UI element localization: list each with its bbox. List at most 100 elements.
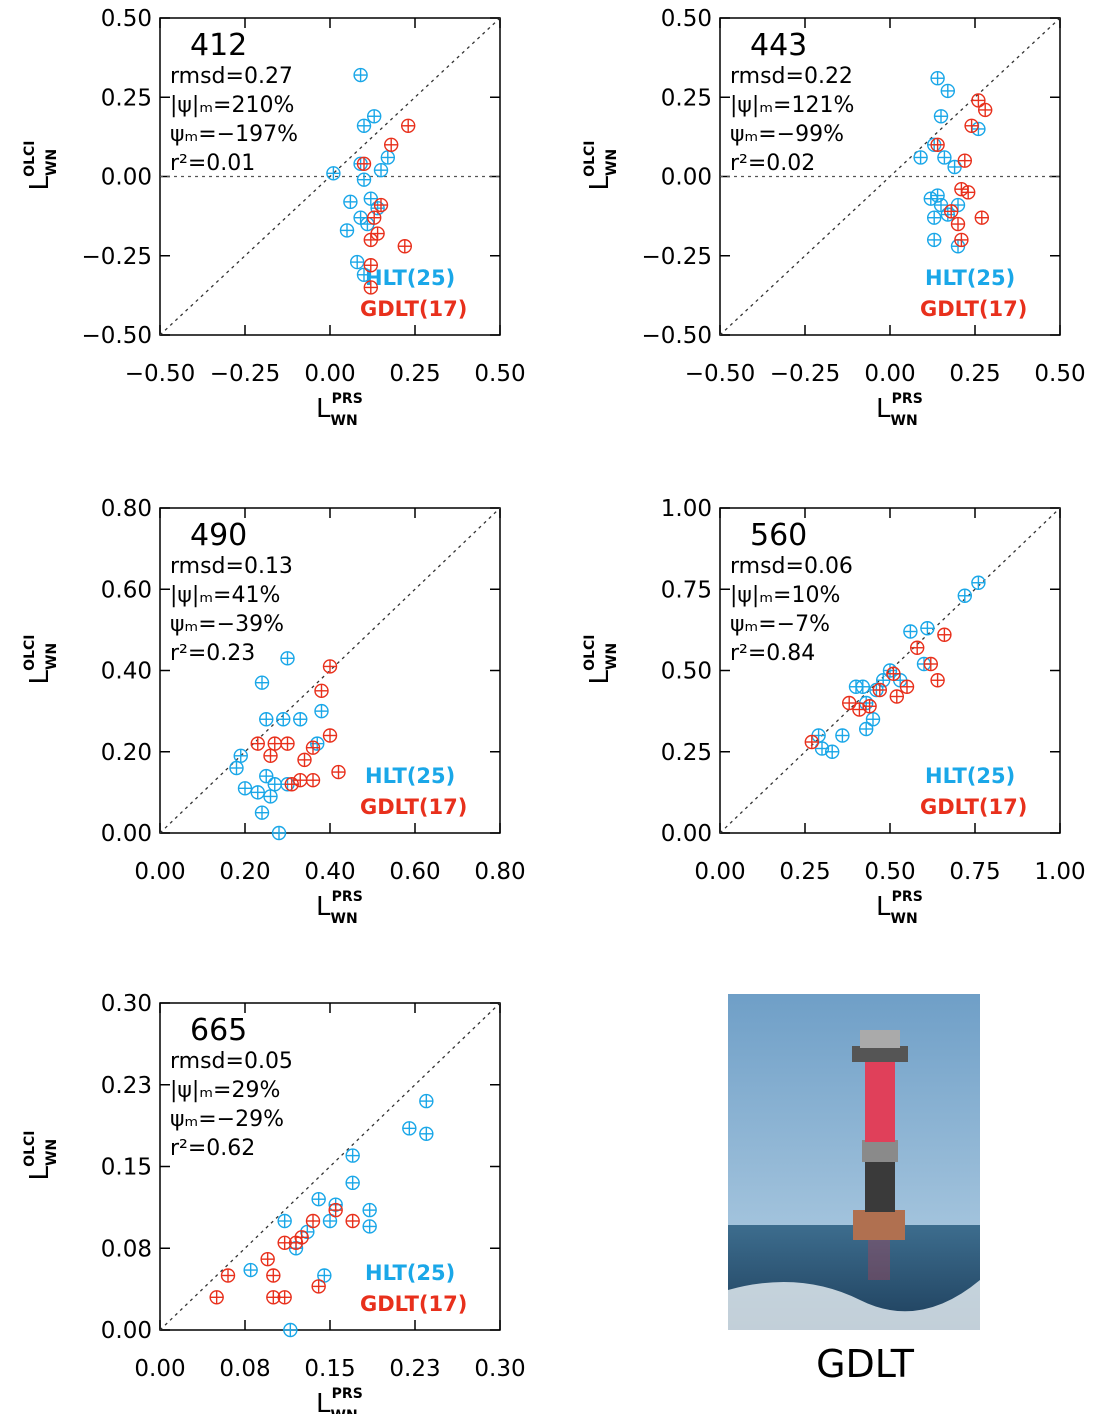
legend-label: HLT(25) — [365, 1261, 455, 1285]
x-axis-label-sup: PRS — [892, 889, 923, 905]
legend-label: GDLT(17) — [360, 1292, 467, 1316]
data-point — [305, 740, 321, 755]
stat-label: rmsd=0.13 — [170, 554, 293, 579]
y-tick-label: 0.50 — [101, 6, 152, 32]
data-point — [402, 1121, 417, 1136]
data-point — [842, 695, 857, 711]
data-point — [937, 150, 952, 165]
y-tick-label: 0.25 — [661, 85, 712, 111]
data-point — [259, 768, 274, 784]
data-point — [401, 118, 416, 133]
data-point — [326, 166, 341, 181]
y-tick-label: 0.00 — [101, 165, 152, 191]
y-tick-label: 0.00 — [661, 821, 712, 847]
stat-label: |ψ|ₘ=41% — [170, 583, 280, 608]
x-tick-label: −0.50 — [125, 361, 195, 387]
data-point — [271, 825, 287, 841]
data-point — [889, 689, 904, 704]
data-point — [345, 1213, 360, 1229]
data-point — [280, 651, 295, 666]
x-tick-label: 0.00 — [134, 1356, 185, 1382]
x-tick-label: −0.25 — [770, 361, 840, 387]
data-point — [933, 109, 949, 124]
y-axis-label-sub: WN — [44, 149, 60, 176]
x-axis-label-sup: PRS — [892, 391, 923, 407]
x-tick-label: 0.60 — [389, 859, 440, 885]
stat-label: r²=0.02 — [730, 151, 815, 176]
x-tick-label: 0.80 — [474, 859, 525, 885]
x-axis-label: LWN PRS — [316, 391, 363, 429]
data-point — [835, 728, 850, 743]
data-point — [964, 118, 979, 133]
identity-line — [159, 507, 501, 834]
data-point — [243, 1262, 258, 1278]
y-tick-label: 0.25 — [101, 85, 152, 111]
panel: 0.00 0.20 0.40 0.60 0.80 0.00 0.20 0.40 0.60 0.80… — [22, 496, 526, 927]
y-tick-label: 0.00 — [101, 1318, 152, 1344]
data-point — [971, 575, 986, 590]
data-point — [930, 137, 945, 153]
x-tick-label: 0.00 — [304, 361, 355, 387]
x-tick-label: 0.00 — [864, 361, 915, 387]
x-axis-label-base: L — [876, 394, 891, 424]
y-axis-label-base: L — [25, 670, 55, 685]
data-point — [328, 1202, 343, 1218]
data-point — [913, 150, 928, 165]
x-tick-label: 1.00 — [1034, 859, 1085, 885]
stat-label: r²=0.84 — [730, 641, 815, 666]
band-label: 412 — [190, 28, 247, 63]
data-point — [855, 679, 870, 694]
x-axis-label-sub: WN — [891, 413, 918, 429]
y-tick-label: −0.25 — [642, 244, 712, 270]
data-point — [940, 83, 955, 99]
data-point — [284, 777, 299, 792]
data-point — [356, 156, 372, 172]
data-point — [947, 159, 962, 175]
data-point — [927, 210, 942, 225]
data-point — [865, 712, 881, 727]
data-point — [277, 1213, 292, 1229]
data-point — [305, 772, 321, 788]
data-point — [373, 162, 389, 178]
data-point — [267, 736, 282, 751]
data-point — [363, 232, 378, 248]
stat-label: r²=0.01 — [170, 151, 255, 176]
data-point — [974, 210, 989, 225]
data-point — [266, 1268, 281, 1283]
band-label: 443 — [750, 28, 807, 63]
data-point — [957, 153, 972, 168]
legend-label: HLT(25) — [365, 266, 455, 290]
data-point — [288, 1235, 304, 1251]
x-tick-label: 0.20 — [219, 859, 270, 885]
data-point — [311, 1191, 326, 1207]
data-point — [293, 712, 308, 727]
data-point — [345, 1148, 360, 1163]
stat-label: ψₘ=−99% — [730, 122, 844, 147]
x-axis-label-sub: WN — [331, 1408, 358, 1414]
data-point — [356, 172, 372, 187]
data-point — [419, 1093, 434, 1109]
x-tick-label: 0.25 — [389, 361, 440, 387]
y-axis-label-sub: WN — [604, 643, 620, 670]
data-point — [933, 197, 949, 213]
y-axis-label: LWN OLCI — [22, 141, 60, 191]
data-point — [937, 627, 952, 642]
stat-label: ψₘ=−197% — [170, 122, 298, 147]
data-point — [280, 736, 295, 751]
band-label: 490 — [190, 518, 247, 553]
x-tick-label: 0.25 — [779, 859, 830, 885]
data-point — [356, 267, 372, 282]
data-point — [345, 1175, 360, 1191]
data-point — [339, 223, 355, 238]
y-tick-label: −0.50 — [82, 323, 152, 349]
x-axis-label-sup: PRS — [332, 1386, 363, 1402]
stat-label: ψₘ=−29% — [170, 1107, 284, 1132]
data-point — [814, 741, 830, 756]
data-point — [362, 1219, 377, 1234]
stat-label: |ψ|ₘ=121% — [730, 93, 854, 118]
stat-label: r²=0.62 — [170, 1136, 255, 1161]
data-point — [277, 1290, 292, 1305]
data-point — [250, 736, 265, 751]
x-tick-label: 0.25 — [949, 361, 1000, 387]
